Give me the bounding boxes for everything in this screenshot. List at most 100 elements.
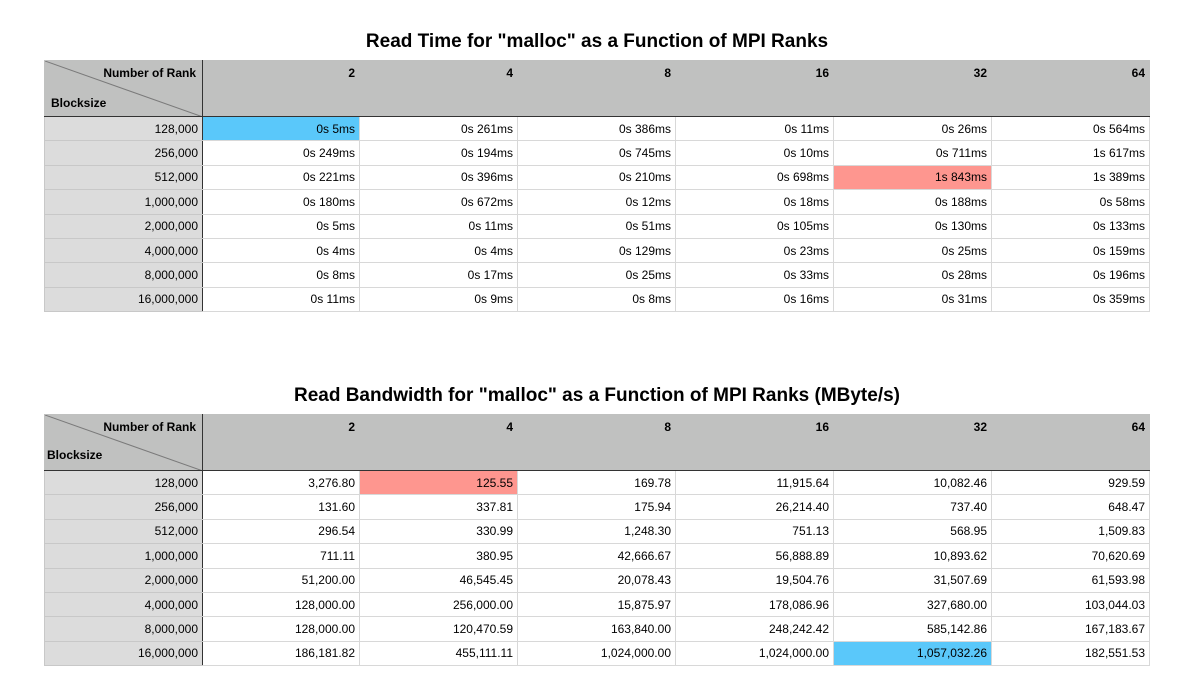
table-cell: 0s 5ms <box>202 213 360 239</box>
table-cell: 0s 672ms <box>359 189 518 215</box>
table-cell: 1,024,000.00 <box>517 640 676 667</box>
table-cell: 0s 711ms <box>833 140 992 166</box>
corner-header-cell: Number of Rank Blocksize <box>44 60 203 117</box>
column-header: 2 <box>202 60 360 117</box>
table-cell: 0s 745ms <box>517 140 676 166</box>
table-cell: 0s 129ms <box>517 237 676 264</box>
table-cell: 0s 12ms <box>517 189 676 215</box>
column-header: 32 <box>833 60 992 117</box>
read-time-title: Read Time for "malloc" as a Function of … <box>365 31 829 52</box>
row-header: 2,000,000 <box>44 567 203 593</box>
table-row: 16,000,000 186,181.82 455,111.11 1,024,0… <box>44 640 1150 667</box>
table-cell: 128,000.00 <box>202 591 360 618</box>
table-cell: 70,620.69 <box>991 543 1150 569</box>
table-row: 256,000 131.60 337.81 175.94 26,214.40 7… <box>44 494 1150 520</box>
column-header: 64 <box>991 60 1150 117</box>
table-cell: 0s 5ms <box>202 115 360 142</box>
table-cell: 128,000.00 <box>202 616 360 642</box>
table-cell: 0s 386ms <box>517 115 676 142</box>
table-cell: 0s 4ms <box>202 237 360 264</box>
table-cell: 737.40 <box>833 494 992 520</box>
corner-header-cell: Number of Rank Blocksize <box>44 414 203 471</box>
read-time-table: Number of Rank Blocksize 2 4 8 16 32 64 … <box>44 60 1150 313</box>
table-row: 2,000,000 0s 5ms 0s 11ms 0s 51ms 0s 105m… <box>44 213 1150 239</box>
table-cell: 929.59 <box>991 469 1150 496</box>
table-cell: 0s 31ms <box>833 286 992 313</box>
column-header: 4 <box>359 414 518 471</box>
table-cell: 0s 133ms <box>991 213 1150 239</box>
table-cell: 1s 617ms <box>991 140 1150 166</box>
table-cell: 648.47 <box>991 494 1150 520</box>
table-row: 256,000 0s 249ms 0s 194ms 0s 745ms 0s 10… <box>44 140 1150 166</box>
column-header: 16 <box>675 60 834 117</box>
table-cell: 751.13 <box>675 518 834 545</box>
row-header: 8,000,000 <box>44 262 203 288</box>
corner-label-blocksize: Blocksize <box>47 448 103 462</box>
table-cell: 1s 843ms <box>833 164 992 191</box>
read-bandwidth-table: Number of Rank Blocksize 2 4 8 16 32 64 … <box>44 414 1150 667</box>
row-header: 16,000,000 <box>44 286 203 313</box>
table-cell: 61,593.98 <box>991 567 1150 593</box>
table-cell: 1s 389ms <box>991 164 1150 191</box>
table-cell: 26,214.40 <box>675 494 834 520</box>
read-bandwidth-title: Read Bandwidth for "malloc" as a Functio… <box>293 385 901 406</box>
row-header: 128,000 <box>44 469 203 496</box>
table-row: 128,000 3,276.80 125.55 169.78 11,915.64… <box>44 469 1150 496</box>
table-row: 1,000,000 0s 180ms 0s 672ms 0s 12ms 0s 1… <box>44 189 1150 215</box>
table-cell: 0s 11ms <box>202 286 360 313</box>
table-cell: 15,875.97 <box>517 591 676 618</box>
column-header: 4 <box>359 60 518 117</box>
table-cell: 10,082.46 <box>833 469 992 496</box>
table-cell: 568.95 <box>833 518 992 545</box>
row-header: 512,000 <box>44 164 203 191</box>
row-header: 4,000,000 <box>44 591 203 618</box>
table-cell: 0s 11ms <box>675 115 834 142</box>
corner-label-number-of-rank: Number of Rank <box>103 66 196 80</box>
table-cell: 0s 698ms <box>675 164 834 191</box>
table-cell: 0s 159ms <box>991 237 1150 264</box>
table-row: 2,000,000 51,200.00 46,545.45 20,078.43 … <box>44 567 1150 593</box>
table-cell: 0s 25ms <box>517 262 676 288</box>
row-header: 16,000,000 <box>44 640 203 667</box>
table-cell: 0s 8ms <box>517 286 676 313</box>
table-cell: 11,915.64 <box>675 469 834 496</box>
row-header: 2,000,000 <box>44 213 203 239</box>
table-cell: 0s 221ms <box>202 164 360 191</box>
diagonal-divider <box>45 61 201 116</box>
table-cell: 0s 26ms <box>833 115 992 142</box>
table-cell: 0s 58ms <box>991 189 1150 215</box>
table-cell: 0s 196ms <box>991 262 1150 288</box>
table-row: 4,000,000 128,000.00 256,000.00 15,875.9… <box>44 591 1150 618</box>
table-cell: 169.78 <box>517 469 676 496</box>
table-cell: 0s 17ms <box>359 262 518 288</box>
row-header: 4,000,000 <box>44 237 203 264</box>
table-cell: 330.99 <box>359 518 518 545</box>
column-header: 64 <box>991 414 1150 471</box>
table-cell: 0s 359ms <box>991 286 1150 313</box>
table-cell: 20,078.43 <box>517 567 676 593</box>
header-row: Number of Rank Blocksize 2 4 8 16 32 64 <box>44 414 1150 471</box>
table-row: 4,000,000 0s 4ms 0s 4ms 0s 129ms 0s 23ms… <box>44 237 1150 264</box>
corner-label-number-of-rank: Number of Rank <box>103 420 196 434</box>
table-row: 128,000 0s 5ms 0s 261ms 0s 386ms 0s 11ms… <box>44 115 1150 142</box>
table-cell: 0s 249ms <box>202 140 360 166</box>
table-cell: 0s 16ms <box>675 286 834 313</box>
table-cell: 46,545.45 <box>359 567 518 593</box>
table-cell: 0s 564ms <box>991 115 1150 142</box>
table-cell: 120,470.59 <box>359 616 518 642</box>
table-cell: 0s 8ms <box>202 262 360 288</box>
table-cell: 125.55 <box>359 469 518 496</box>
table-cell: 0s 180ms <box>202 189 360 215</box>
row-header: 1,000,000 <box>44 543 203 569</box>
table-cell: 0s 28ms <box>833 262 992 288</box>
table-cell: 131.60 <box>202 494 360 520</box>
table-cell: 256,000.00 <box>359 591 518 618</box>
table-cell: 1,248.30 <box>517 518 676 545</box>
table-cell: 1,024,000.00 <box>675 640 834 667</box>
table-cell: 175.94 <box>517 494 676 520</box>
table-cell: 337.81 <box>359 494 518 520</box>
table-row: 512,000 0s 221ms 0s 396ms 0s 210ms 0s 69… <box>44 164 1150 191</box>
corner-label-blocksize: Blocksize <box>51 96 107 110</box>
table-cell: 1,509.83 <box>991 518 1150 545</box>
table-cell: 178,086.96 <box>675 591 834 618</box>
